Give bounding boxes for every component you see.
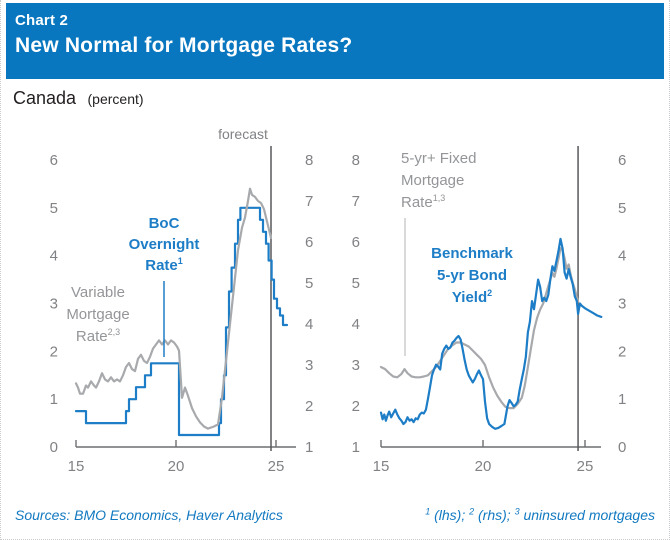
x-tick-label: 25 [577, 458, 594, 475]
annotation-variable: Variable Mortgage Rate2,3 [66, 284, 129, 345]
footnotes: 1 (lhs); 2 (rhs); 3 uninsured mortgages [425, 506, 655, 523]
rhs-tick-label: 3 [305, 357, 313, 374]
rhs-tick-label: 0 [618, 439, 626, 456]
rhs-tick-label: 8 [305, 152, 313, 169]
annotation-benchmark: Benchmark 5-yr Bond Yield2 [431, 245, 513, 306]
sources-note: Sources: BMO Economics, Haver Analytics [15, 507, 283, 523]
series-line-5-yr-fixed-mortgage-rate [379, 247, 580, 410]
lhs-tick-label: 1 [352, 439, 360, 456]
lhs-tick-label: 6 [50, 152, 58, 169]
lhs-tick-label: 2 [352, 398, 360, 415]
rhs-tick-label: 4 [305, 316, 313, 333]
x-tick-label: 20 [475, 458, 492, 475]
chart-subtitle: Canada (percent) [13, 88, 144, 109]
rhs-tick-label: 2 [305, 398, 313, 415]
lhs-tick-label: 7 [352, 193, 360, 210]
rhs-tick-label: 5 [618, 200, 626, 217]
lhs-tick-label: 5 [352, 275, 360, 292]
lhs-tick-label: 4 [352, 316, 360, 333]
rhs-tick-label: 5 [305, 275, 313, 292]
chart-number-label: Chart 2 [15, 12, 69, 29]
lhs-tick-label: 3 [50, 296, 58, 313]
lhs-tick-label: 6 [352, 234, 360, 251]
x-tick-label: 15 [373, 458, 390, 475]
rhs-tick-label: 1 [305, 439, 313, 456]
lhs-tick-label: 8 [352, 152, 360, 169]
x-tick-label: 20 [168, 458, 185, 475]
rhs-tick-label: 2 [618, 343, 626, 360]
chart-header: Chart 2 New Normal for Mortgage Rates? [6, 3, 664, 79]
chart-footer: Sources: BMO Economics, Haver Analytics … [15, 507, 655, 523]
annotation-5-yr-fixed: 5-yr+ Fixed Mortgage Rate1,3 [401, 150, 476, 211]
rhs-tick-label: 7 [305, 193, 313, 210]
rhs-tick-label: 1 [618, 391, 626, 408]
annotation-boc: BoC Overnight Rate1 [129, 215, 200, 274]
series-line-boc-overnight-rate [74, 206, 289, 437]
units-label: (percent) [87, 91, 144, 107]
lhs-tick-label: 5 [50, 200, 58, 217]
lhs-tick-label: 4 [50, 248, 58, 265]
rhs-tick-label: 6 [305, 234, 313, 251]
chart-title: New Normal for Mortgage Rates? [15, 34, 353, 57]
x-tick-label: 25 [268, 458, 285, 475]
rhs-tick-label: 6 [618, 152, 626, 169]
x-tick-label: 15 [68, 458, 85, 475]
panel-overnight-vs-variable: 15 20 25 6 5 4 3 2 1 0 8 7 6 5 4 3 2 1 forecast BoC Overnigh… [50, 126, 314, 475]
rhs-tick-label: 3 [618, 296, 626, 313]
lhs-tick-label: 1 [50, 391, 58, 408]
lhs-tick-label: 2 [50, 343, 58, 360]
lhs-tick-label: 3 [352, 357, 360, 374]
series-line-variable-mortgage-rate [74, 187, 273, 430]
series-line-benchmark-5-yr-bond-yield [379, 237, 603, 430]
region-label: Canada [13, 88, 77, 108]
annotation-forecast: forecast [218, 126, 268, 142]
rhs-tick-label: 4 [618, 248, 626, 265]
lhs-tick-label: 0 [50, 439, 58, 456]
panel-fixed-vs-bond-yield: 15 20 25 8 7 6 5 4 3 2 1 6 5 4 3 2 1 0 5-yr+ Fixed Mortgage… [352, 146, 626, 475]
